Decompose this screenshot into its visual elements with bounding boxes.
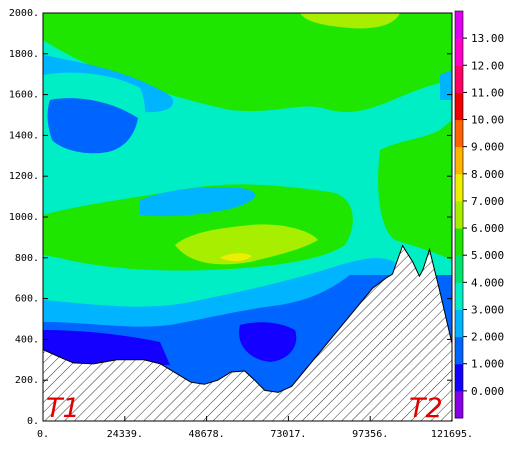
y-tick-label: 600. xyxy=(15,294,39,305)
y-tick-label: 400. xyxy=(15,334,39,345)
colorbar-label: 1.000 xyxy=(471,358,504,371)
y-tick-label: 2000. xyxy=(9,8,39,19)
colorbar-swatch xyxy=(455,337,463,365)
y-tick-label: 200. xyxy=(15,375,39,386)
y-tick-label: 1400. xyxy=(9,130,39,141)
colorbar-swatch xyxy=(455,174,463,202)
colorbar-label: 8.000 xyxy=(471,168,504,181)
colorbar-swatch xyxy=(455,92,463,120)
colorbar-swatch xyxy=(455,391,463,419)
y-tick-label: 0. xyxy=(27,416,39,427)
colorbar-swatch xyxy=(455,11,463,39)
plot-area xyxy=(43,13,452,421)
x-tick-label: 48678. xyxy=(189,429,225,440)
colorbar-label: 9.000 xyxy=(471,141,504,154)
y-tick-label: 1600. xyxy=(9,90,39,101)
colorbar-swatch xyxy=(455,38,463,66)
x-tick-label: 24339. xyxy=(107,429,143,440)
colorbar-label: 11.00 xyxy=(471,86,504,99)
colorbar-swatch xyxy=(455,309,463,337)
colorbar-label: 2.000 xyxy=(471,331,504,344)
colorbar-label: 13.00 xyxy=(471,32,504,45)
x-tick-label: 73017. xyxy=(270,429,306,440)
y-tick-label: 1000. xyxy=(9,212,39,223)
colorbar-label: 5.000 xyxy=(471,249,504,262)
x-tick-label: 97356. xyxy=(352,429,388,440)
x-tick-label: 121695. xyxy=(431,429,473,440)
colorbar-swatch xyxy=(455,147,463,175)
colorbar-label: 12.00 xyxy=(471,59,504,72)
colorbar-swatch xyxy=(455,65,463,93)
annotation-t1: T1 xyxy=(46,393,80,424)
colorbar-swatch xyxy=(455,282,463,310)
x-tick-label: 0. xyxy=(37,429,49,440)
colorbar-swatch xyxy=(455,201,463,229)
field-lightblue-right xyxy=(440,70,452,100)
y-tick-label: 1200. xyxy=(9,171,39,182)
colorbar-label: 10.00 xyxy=(471,114,504,127)
annotation-t2: T2 xyxy=(409,393,443,424)
y-tick-label: 1800. xyxy=(9,49,39,60)
colorbar-swatch xyxy=(455,364,463,392)
colorbar-swatch xyxy=(455,255,463,283)
colorbar-label: 0.000 xyxy=(471,385,504,398)
colorbar-label: 4.000 xyxy=(471,276,504,289)
colorbar-swatch xyxy=(455,120,463,148)
y-tick-label: 800. xyxy=(15,253,39,264)
colorbar-swatch xyxy=(455,228,463,256)
colorbar-label: 3.000 xyxy=(471,303,504,316)
colorbar-label: 6.000 xyxy=(471,222,504,235)
colorbar-label: 7.000 xyxy=(471,195,504,208)
colorbar: 0.000 1.000 2.000 3.000 4.000 5.000 6.000 7.000… xyxy=(455,11,504,419)
